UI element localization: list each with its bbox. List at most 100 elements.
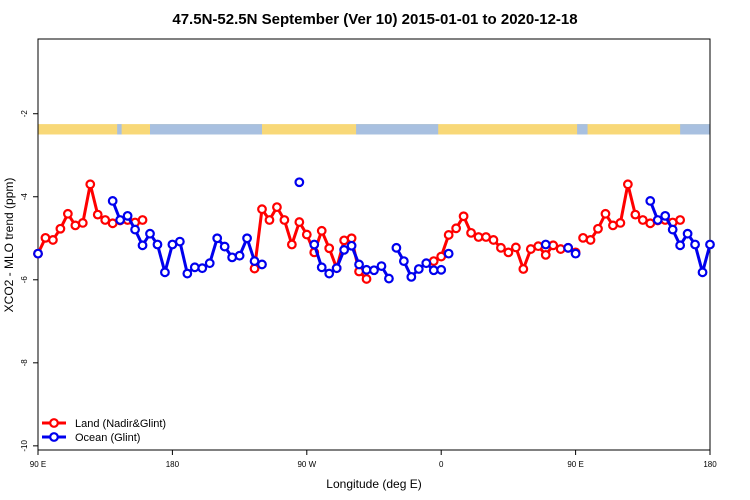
data-point: [413, 264, 424, 274]
y-tick-label: -4: [20, 193, 29, 201]
data-point: [294, 177, 305, 188]
data-point: [451, 223, 462, 234]
data-point: [585, 235, 596, 245]
data-point: [137, 240, 148, 251]
data-point: [152, 239, 163, 250]
chart-title: 47.5N-52.5N September (Ver 10) 2015-01-0…: [172, 11, 577, 28]
series-line: [648, 200, 712, 274]
data-point: [324, 243, 335, 254]
data-point: [533, 241, 544, 252]
series-line: [111, 200, 263, 276]
data-point: [197, 263, 208, 274]
legend-entry-land: Land (Nadir&Glint): [42, 418, 166, 430]
data-point: [107, 196, 118, 206]
data-point: [174, 236, 185, 247]
data-point: [294, 217, 305, 227]
data-point: [458, 211, 469, 222]
data-point: [555, 244, 566, 254]
data-point: [257, 204, 267, 215]
series-ocean: [33, 177, 715, 284]
data-point: [85, 179, 96, 190]
data-point: [496, 242, 506, 253]
data-point: [406, 271, 417, 282]
data-point: [130, 224, 140, 235]
data-point: [503, 247, 514, 258]
series-land: [33, 179, 686, 284]
legend-entry-ocean: Ocean (Glint): [42, 432, 140, 444]
y-axis: -2 -4 -6 -8 -10: [20, 110, 38, 452]
y-tick-label: -10: [20, 440, 29, 452]
data-point: [212, 233, 223, 244]
legend-label-ocean: Ocean (Glint): [75, 432, 140, 444]
data-point: [369, 265, 379, 276]
band-ocean-1: [150, 124, 262, 135]
data-point: [204, 258, 215, 269]
data-point: [346, 240, 357, 251]
data-point: [466, 227, 476, 238]
x-tick-label: 0: [439, 460, 444, 469]
data-point: [100, 215, 111, 225]
data-point: [398, 256, 409, 267]
band-ocean-2: [356, 124, 439, 135]
data-point: [518, 264, 529, 274]
y-tick-label: -6: [20, 276, 29, 284]
x-tick-label: 90 E: [30, 460, 46, 469]
legend: Land (Nadir&Glint) Ocean (Glint): [42, 418, 166, 444]
data-point: [219, 241, 230, 252]
data-point: [540, 249, 551, 260]
data-point: [145, 228, 155, 239]
data-point: [309, 239, 320, 250]
band-ocean-0: [117, 124, 122, 135]
data-point: [376, 261, 387, 271]
surface-band: [38, 124, 710, 135]
data-point: [55, 223, 66, 234]
y-axis-label: XCO2 - MLO trend (ppm): [2, 178, 16, 313]
x-tick-label: 180: [166, 460, 180, 469]
legend-marker-land: [49, 418, 59, 428]
data-point: [279, 215, 290, 225]
legend-label-land: Land (Nadir&Glint): [75, 418, 166, 430]
data-point: [563, 242, 574, 253]
data-point: [675, 240, 686, 251]
y-tick-label: -8: [20, 359, 29, 367]
data-point: [570, 248, 581, 259]
data-point: [540, 239, 551, 250]
data-point: [652, 215, 663, 225]
data-point: [33, 248, 43, 259]
data-point: [316, 262, 327, 273]
data-point: [488, 235, 499, 245]
x-axis-label: Longitude (deg E): [326, 477, 421, 491]
data-point: [234, 250, 245, 261]
data-point: [77, 218, 88, 228]
data-point: [391, 242, 402, 253]
series-layer: [33, 177, 715, 284]
y-tick-label: -2: [20, 110, 29, 118]
data-point: [660, 210, 671, 221]
data-point: [182, 268, 193, 279]
data-point: [630, 209, 641, 220]
data-point: [615, 218, 626, 228]
x-tick-label: 90 W: [297, 460, 316, 469]
data-point: [593, 223, 603, 234]
data-point: [92, 209, 103, 220]
data-point: [384, 273, 394, 284]
data-point: [242, 233, 252, 244]
x-axis: 90 E 180 90 W 0 90 E 180: [30, 450, 717, 469]
data-point: [122, 210, 133, 221]
data-point: [324, 268, 335, 279]
data-point: [510, 242, 521, 253]
data-point: [62, 208, 73, 219]
data-point: [301, 229, 312, 240]
data-point: [443, 248, 454, 259]
band-ocean-4: [680, 124, 710, 135]
band-ocean-3: [577, 124, 588, 135]
data-point: [675, 215, 686, 225]
data-point: [249, 256, 260, 267]
data-point: [637, 215, 648, 225]
data-point: [354, 259, 364, 270]
legend-marker-ocean: [49, 432, 59, 442]
data-point: [257, 259, 267, 270]
data-point: [331, 263, 342, 274]
data-point: [690, 239, 700, 250]
